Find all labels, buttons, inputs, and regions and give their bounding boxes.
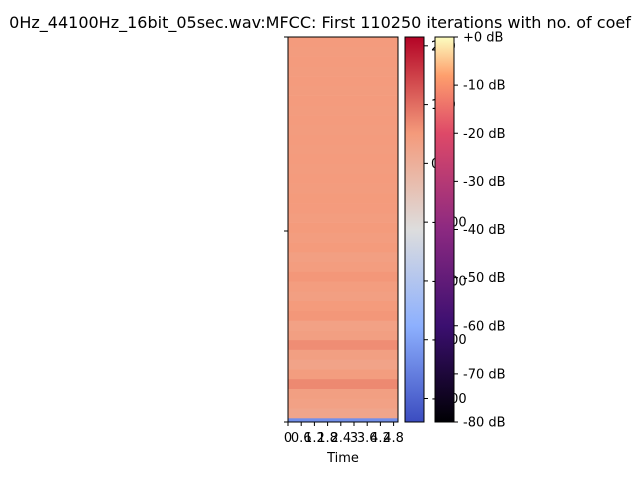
- heatmap-row: [288, 222, 398, 233]
- heatmap-row: [288, 320, 398, 331]
- colorbar-db-ticks: +0 dB -10 dB -20 dB -30 dB -40 dB -50 dB -60 d…: [454, 31, 506, 431]
- heatmap-row: [288, 408, 398, 419]
- heatmap-row: [288, 76, 398, 87]
- colorbar-db-tick-label: -80 dB: [463, 416, 506, 431]
- colorbar-db: [434, 36, 455, 423]
- heatmap-row: [288, 232, 398, 243]
- heatmap-row: [288, 310, 398, 321]
- colorbar-db-tick-label: +0 dB: [463, 31, 503, 46]
- heatmap-row: [288, 418, 398, 423]
- x-tick-label: 1.8: [317, 431, 338, 446]
- colorbar-db-tick-label: -30 dB: [463, 175, 506, 190]
- colorbar-db-tick-label: -50 dB: [463, 271, 506, 286]
- x-tick-label: 2.4: [330, 431, 351, 446]
- colorbar-db-tick-label: -60 dB: [463, 319, 506, 334]
- chart-title: 0Hz_44100Hz_16bit_05sec.wav:MFCC: First …: [9, 13, 631, 33]
- heatmap-row: [288, 46, 398, 57]
- x-tick-label: 4.2: [370, 431, 391, 446]
- heatmap-row: [288, 369, 398, 380]
- heatmap-row: [288, 261, 398, 272]
- heatmap-row: [288, 193, 398, 204]
- heatmap-row: [288, 388, 398, 399]
- heatmap-row: [288, 85, 398, 96]
- heatmap-row: [288, 144, 398, 155]
- x-axis-label: Time: [326, 451, 359, 466]
- heatmap-row: [288, 378, 398, 389]
- heatmap-row: [288, 173, 398, 184]
- colorbar-db-tick-label: -20 dB: [463, 127, 506, 142]
- heatmap-row: [288, 271, 398, 282]
- heatmap-row: [288, 124, 398, 135]
- x-tick-label: 1.2: [304, 431, 325, 446]
- x-tick-label: 3.6: [357, 431, 378, 446]
- heatmap-row: [288, 300, 398, 311]
- heatmap-row: [288, 164, 398, 175]
- x-tick-label: 0: [284, 431, 292, 446]
- heatmap-row: [288, 398, 398, 409]
- heatmap-row: [288, 291, 398, 302]
- heatmap-row: [288, 251, 398, 262]
- heatmap-row: [288, 105, 398, 116]
- colorbar-db-tick-label: -40 dB: [463, 223, 506, 238]
- x-axis-ticks: 00.61.21.82.433.64.24.8: [284, 422, 404, 446]
- x-tick-label: 4.8: [383, 431, 404, 446]
- heatmap-row: [288, 95, 398, 106]
- colorbar-mfcc: [404, 36, 425, 423]
- heatmap-frame: [287, 36, 399, 423]
- heatmap-row: [288, 359, 398, 370]
- heatmap-row: [288, 212, 398, 223]
- heatmap-row: [288, 37, 398, 48]
- heatmap-row: [288, 183, 398, 194]
- heatmap-row: [288, 66, 398, 77]
- heatmap-row: [288, 154, 398, 165]
- heatmap-row: [288, 115, 398, 126]
- colorbar-db-tick-label: -10 dB: [463, 79, 506, 94]
- heatmap-row: [288, 56, 398, 67]
- heatmap-row: [288, 203, 398, 214]
- heatmap-row: [288, 134, 398, 145]
- heatmap-row: [288, 242, 398, 253]
- heatmap-row: [288, 330, 398, 341]
- heatmap-row: [288, 281, 398, 292]
- heatmap-plot: [288, 37, 398, 423]
- heatmap-row: [288, 339, 398, 350]
- x-tick-label: 0.6: [291, 431, 312, 446]
- colorbar-db-tick-label: -70 dB: [463, 367, 506, 382]
- heatmap-row: [288, 349, 398, 360]
- x-tick-label: 3: [350, 431, 358, 446]
